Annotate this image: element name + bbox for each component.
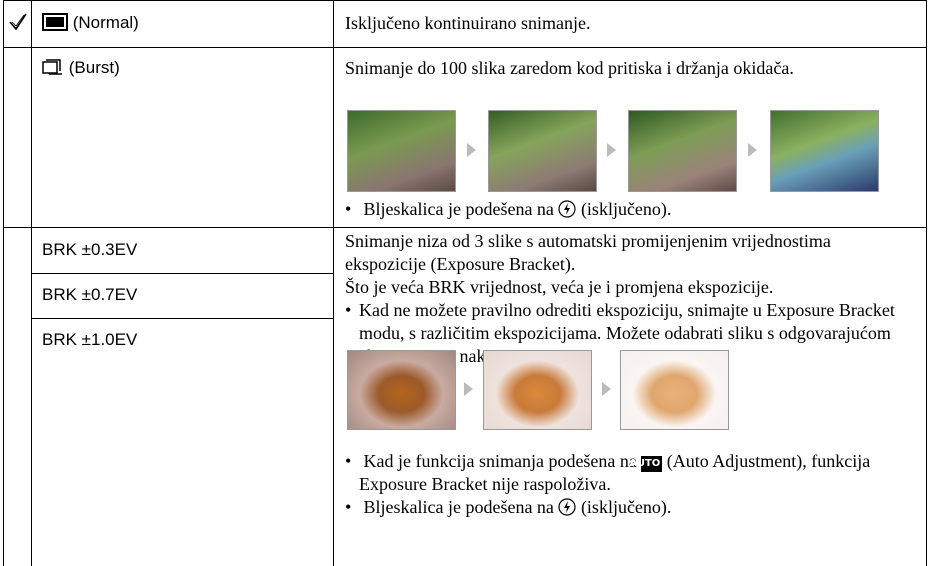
photo	[770, 110, 879, 192]
arrow	[607, 143, 616, 157]
rule	[3, 0, 4, 566]
option-label: BRK ±0.3EV	[42, 240, 138, 259]
normal-icon	[42, 13, 68, 31]
rule	[31, 0, 32, 566]
description-text: Snimanje niza od 3 slike s automatski pr…	[345, 231, 831, 274]
flash-off-icon	[558, 498, 577, 516]
photo	[483, 350, 592, 430]
option-label: BRK ±1.0EV	[42, 330, 138, 349]
arrow	[467, 143, 476, 157]
photo	[347, 110, 456, 192]
description: Snimanje niza od 3 slike s automatski pr…	[345, 230, 915, 368]
option-label: (Burst)	[68, 58, 120, 77]
photo	[628, 110, 737, 192]
auto-icon: AUTO	[629, 456, 663, 472]
photo	[488, 110, 597, 192]
note: Bljeskalica je podešena na (isključeno).	[345, 496, 915, 519]
default-mark	[9, 13, 27, 31]
note-text: Kad je funkcija snimanja podešena na	[363, 451, 637, 471]
option-label: BRK ±0.7EV	[42, 285, 138, 304]
rule	[3, 227, 927, 228]
note-text: (isključeno).	[580, 199, 672, 219]
note: Bljeskalica je podešena na (isključeno).	[345, 198, 929, 221]
photo	[620, 350, 729, 430]
rule	[31, 273, 333, 274]
arrow	[602, 382, 611, 396]
note-text: (isključeno).	[580, 497, 672, 517]
flash-off-icon	[558, 200, 577, 218]
note: Kad je funkcija snimanja podešena na AUT…	[345, 450, 915, 496]
notes: Kad je funkcija snimanja podešena na AUT…	[345, 450, 915, 519]
option-label: (Normal)	[72, 13, 139, 32]
burst-icon	[42, 59, 62, 75]
option: (Burst)	[42, 58, 120, 78]
note: Kad ne možete pravilno odrediti ekspozic…	[345, 299, 915, 368]
arrow	[464, 382, 473, 396]
rule	[333, 0, 334, 566]
rule	[926, 0, 927, 566]
rule	[31, 318, 333, 319]
arrow	[748, 143, 757, 157]
note-text: (Auto Adjustment), funkcija Exposure Bra…	[359, 451, 871, 494]
description: Snimanje do 100 slika zaredom kod pritis…	[345, 58, 794, 78]
rule	[3, 47, 927, 48]
description: Isključeno kontinuirano snimanje.	[345, 13, 591, 33]
description-text: Što je veća BRK vrijednost, veća je i pr…	[345, 277, 774, 297]
option: (Normal)	[42, 13, 139, 33]
photo	[347, 350, 456, 430]
rule	[3, 0, 927, 1]
note-text: Bljeskalica je podešena na	[363, 199, 554, 219]
note-text: Bljeskalica je podešena na	[363, 497, 554, 517]
